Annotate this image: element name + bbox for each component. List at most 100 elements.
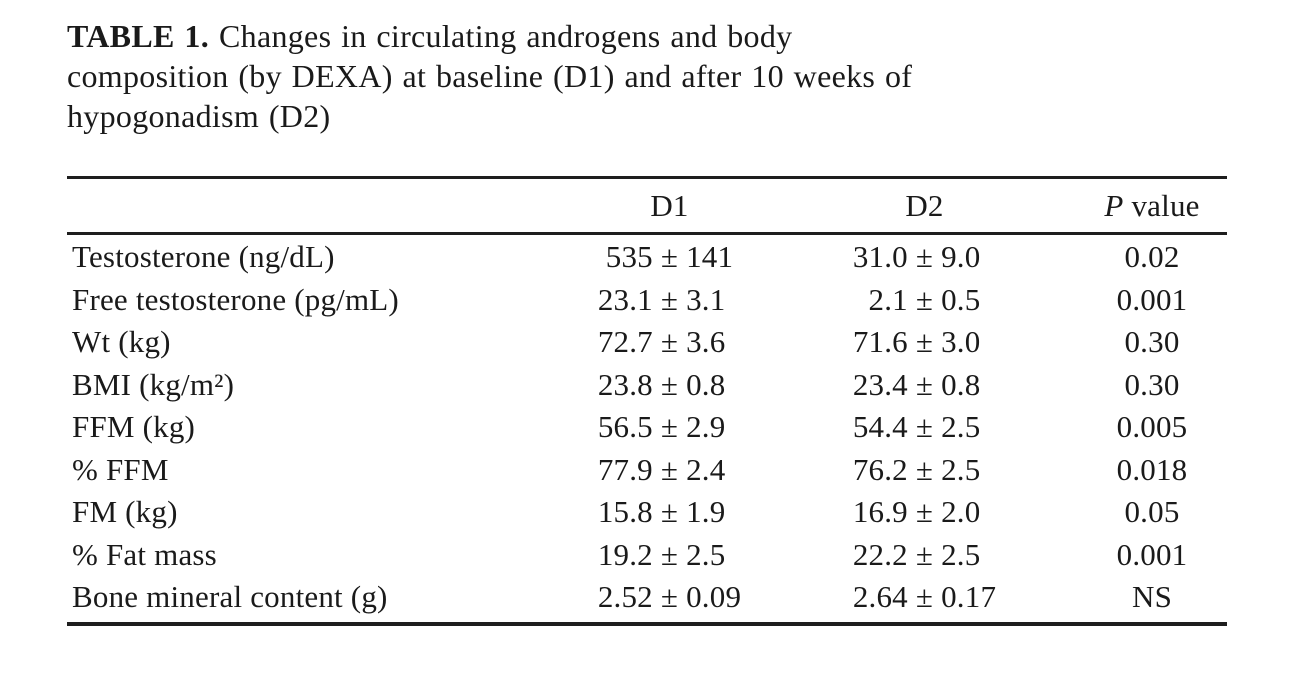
p-value: 0.001 xyxy=(1116,281,1188,317)
plus-minus-icon: ± xyxy=(660,579,679,615)
d1-value: 535 ±141 xyxy=(567,239,772,275)
plus-minus-icon: ± xyxy=(660,494,679,530)
d1-value: 2.52 ±0.09 xyxy=(567,579,772,615)
d1-sd: 1.9 xyxy=(686,494,726,530)
col-header-d1: D1 xyxy=(650,188,689,223)
d2-value: 71.6 ±3.0 xyxy=(772,324,1077,360)
row-label: Free testosterone (pg/mL) xyxy=(72,281,399,317)
table-row: Bone mineral content (g) 2.52 ±0.09 2.64 ±… xyxy=(67,576,1227,619)
d2-sd: 9.0 xyxy=(941,239,981,275)
col-header-p-value: P value xyxy=(1077,188,1227,224)
d1-sd: 141 xyxy=(686,239,734,275)
d1-mean: 72.7 xyxy=(597,324,653,360)
d2-value: 2.1 ±0.5 xyxy=(772,282,1077,318)
d2-mean: 2.64 xyxy=(852,579,908,615)
d2-mean: 76.2 xyxy=(852,451,908,487)
d1-value: 23.8 ±0.8 xyxy=(567,367,772,403)
d2-value: 76.2 ±2.5 xyxy=(772,452,1077,488)
d2-mean: 2.1 xyxy=(868,281,908,317)
table-row: Free testosterone (pg/mL) 23.1 ±3.1 2.1 ±0… xyxy=(67,279,1227,322)
d1-mean: 535 xyxy=(605,239,653,275)
d1-sd: 3.1 xyxy=(686,281,726,317)
row-label: % FFM xyxy=(72,451,169,487)
table-row: % FFM 77.9 ±2.4 76.2 ±2.5 0.018 xyxy=(67,449,1227,492)
caption-line-1: TABLE 1. Changes in circulating androgens… xyxy=(67,16,1227,56)
d2-value: 22.2 ±2.5 xyxy=(772,537,1077,573)
d1-value: 56.5 ±2.9 xyxy=(567,409,772,445)
p-value: 0.001 xyxy=(1116,536,1188,572)
plus-minus-icon: ± xyxy=(915,239,934,275)
row-label: FM (kg) xyxy=(72,494,178,530)
p-value: 0.30 xyxy=(1124,324,1180,360)
data-table: D1 D2 P value Testosterone (ng/dL) 535 ±1… xyxy=(67,176,1227,626)
d1-mean: 77.9 xyxy=(597,451,653,487)
table-header-row: D1 D2 P value xyxy=(67,179,1227,235)
d1-sd: 0.09 xyxy=(686,579,742,615)
caption-line-3: hypogonadism (D2) xyxy=(67,98,331,134)
d2-sd: 0.5 xyxy=(941,281,981,317)
plus-minus-icon: ± xyxy=(660,451,679,487)
p-value: 0.30 xyxy=(1124,366,1180,402)
row-label: BMI (kg/m²) xyxy=(72,366,235,402)
d2-sd: 2.0 xyxy=(941,494,981,530)
plus-minus-icon: ± xyxy=(660,281,679,317)
table-row: Testosterone (ng/dL) 535 ±141 31.0 ±9.0 0.… xyxy=(67,236,1227,279)
row-label: Testosterone (ng/dL) xyxy=(72,239,335,275)
d1-value: 15.8 ±1.9 xyxy=(567,494,772,530)
d1-mean: 23.1 xyxy=(597,281,653,317)
table-body: Testosterone (ng/dL) 535 ±141 31.0 ±9.0 0.… xyxy=(67,235,1227,622)
table-row: BMI (kg/m²) 23.8 ±0.8 23.4 ±0.8 0.30 xyxy=(67,364,1227,407)
row-label: % Fat mass xyxy=(72,536,217,572)
d1-sd: 2.5 xyxy=(686,536,726,572)
p-value: 0.018 xyxy=(1116,451,1188,487)
d2-value: 2.64 ±0.17 xyxy=(772,579,1077,615)
plus-minus-icon: ± xyxy=(915,536,934,572)
table-number-label: TABLE 1. xyxy=(67,18,210,54)
p-value: NS xyxy=(1131,579,1173,615)
d1-value: 23.1 ±3.1 xyxy=(567,282,772,318)
plus-minus-icon: ± xyxy=(660,324,679,360)
d1-sd: 3.6 xyxy=(686,324,726,360)
caption-line-2: composition (by DEXA) at baseline (D1) a… xyxy=(67,58,913,94)
row-label: Bone mineral content (g) xyxy=(72,579,388,615)
row-label: Wt (kg) xyxy=(72,324,171,360)
d2-sd: 3.0 xyxy=(941,324,981,360)
d1-value: 72.7 ±3.6 xyxy=(567,324,772,360)
d2-sd: 0.8 xyxy=(941,366,981,402)
d1-sd: 2.9 xyxy=(686,409,726,445)
d2-value: 23.4 ±0.8 xyxy=(772,367,1077,403)
table-caption: TABLE 1. Changes in circulating androgens… xyxy=(67,16,1227,136)
d2-value: 31.0 ±9.0 xyxy=(772,239,1077,275)
d1-mean: 2.52 xyxy=(597,579,653,615)
p-symbol: P xyxy=(1104,188,1124,223)
d1-value: 77.9 ±2.4 xyxy=(567,452,772,488)
d1-mean: 19.2 xyxy=(597,536,653,572)
d2-value: 54.4 ±2.5 xyxy=(772,409,1077,445)
d2-mean: 31.0 xyxy=(852,239,908,275)
d1-mean: 15.8 xyxy=(597,494,653,530)
caption-text-1: Changes in circulating androgens and bod… xyxy=(219,18,793,54)
table-row: FFM (kg) 56.5 ±2.9 54.4 ±2.5 0.005 xyxy=(67,406,1227,449)
d2-mean: 22.2 xyxy=(852,536,908,572)
table-row: % Fat mass 19.2 ±2.5 22.2 ±2.5 0.001 xyxy=(67,534,1227,577)
d2-mean: 71.6 xyxy=(852,324,908,360)
plus-minus-icon: ± xyxy=(660,536,679,572)
col-header-d2: D2 xyxy=(905,188,944,223)
plus-minus-icon: ± xyxy=(660,409,679,445)
paper-table-figure: TABLE 1. Changes in circulating androgens… xyxy=(67,16,1227,626)
d2-sd: 2.5 xyxy=(941,536,981,572)
table-row: Wt (kg) 72.7 ±3.6 71.6 ±3.0 0.30 xyxy=(67,321,1227,364)
d2-sd: 2.5 xyxy=(941,451,981,487)
p-value: 0.02 xyxy=(1124,239,1180,275)
d1-sd: 0.8 xyxy=(686,366,726,402)
plus-minus-icon: ± xyxy=(915,579,934,615)
plus-minus-icon: ± xyxy=(915,451,934,487)
d2-mean: 54.4 xyxy=(852,409,908,445)
plus-minus-icon: ± xyxy=(915,409,934,445)
p-value: 0.005 xyxy=(1116,409,1188,445)
d1-mean: 23.8 xyxy=(597,366,653,402)
plus-minus-icon: ± xyxy=(915,324,934,360)
plus-minus-icon: ± xyxy=(660,239,679,275)
plus-minus-icon: ± xyxy=(915,366,934,402)
d1-sd: 2.4 xyxy=(686,451,726,487)
